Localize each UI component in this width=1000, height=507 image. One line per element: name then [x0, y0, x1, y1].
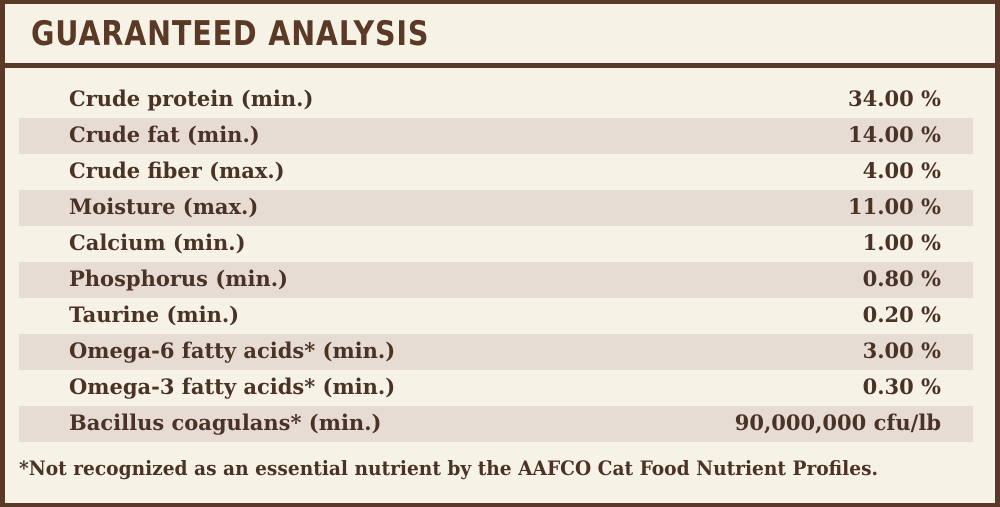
guaranteed-analysis-panel: GUARANTEED ANALYSIS Crude protein (min.)…	[5, 4, 995, 503]
table-row: Crude fat (min.) 14.00 %	[19, 118, 973, 154]
nutrient-value: 11.00 %	[847, 194, 941, 219]
nutrient-label: Taurine (min.)	[69, 302, 240, 327]
nutrient-value: 90,000,000 cfu/lb	[734, 410, 941, 435]
nutrient-label: Moisture (max.)	[69, 194, 259, 219]
analysis-table: Crude protein (min.) 34.00 % Crude fat (…	[19, 82, 973, 442]
nutrient-value: 1.00 %	[862, 230, 941, 255]
table-row: Omega-3 fatty acids* (min.) 0.30 %	[19, 370, 973, 406]
nutrient-value: 4.00 %	[862, 158, 941, 183]
nutrient-value: 34.00 %	[847, 86, 941, 111]
panel-title: GUARANTEED ANALYSIS	[31, 14, 430, 54]
nutrient-label: Phosphorus (min.)	[69, 266, 288, 291]
nutrient-value: 0.30 %	[862, 374, 941, 399]
nutrient-value: 14.00 %	[847, 122, 941, 147]
nutrient-label: Bacillus coagulans* (min.)	[69, 410, 382, 435]
nutrient-value: 0.80 %	[862, 266, 941, 291]
table-row: Crude fiber (max.) 4.00 %	[19, 154, 973, 190]
nutrient-label: Omega-3 fatty acids* (min.)	[69, 374, 396, 399]
title-bar: GUARANTEED ANALYSIS	[5, 4, 995, 68]
table-row: Phosphorus (min.) 0.80 %	[19, 262, 973, 298]
footnote: *Not recognized as an essential nutrient…	[19, 456, 879, 480]
nutrient-label: Calcium (min.)	[69, 230, 246, 255]
table-row: Calcium (min.) 1.00 %	[19, 226, 973, 262]
table-row: Taurine (min.) 0.20 %	[19, 298, 973, 334]
nutrient-label: Crude fiber (max.)	[69, 158, 285, 183]
nutrient-value: 3.00 %	[862, 338, 941, 363]
table-row: Bacillus coagulans* (min.) 90,000,000 cf…	[19, 406, 973, 442]
nutrient-label: Crude fat (min.)	[69, 122, 260, 147]
table-row: Omega-6 fatty acids* (min.) 3.00 %	[19, 334, 973, 370]
nutrient-label: Omega-6 fatty acids* (min.)	[69, 338, 396, 363]
table-row: Moisture (max.) 11.00 %	[19, 190, 973, 226]
nutrient-label: Crude protein (min.)	[69, 86, 314, 111]
table-row: Crude protein (min.) 34.00 %	[19, 82, 973, 118]
nutrient-value: 0.20 %	[862, 302, 941, 327]
